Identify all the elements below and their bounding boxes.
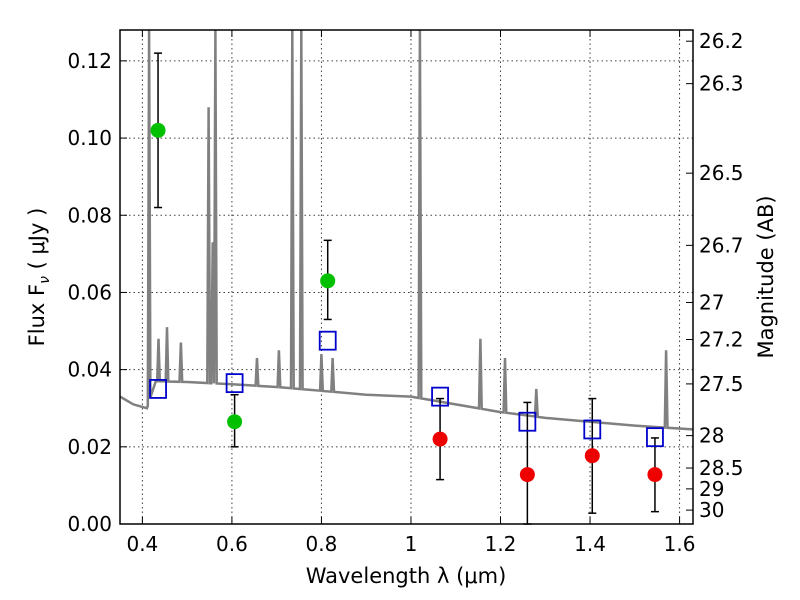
model-flux-marker <box>518 411 537 432</box>
x-tick-label: 1.2 <box>485 532 517 556</box>
y-tick-label: 0.10 <box>67 126 112 150</box>
model-flux-marker <box>318 330 337 351</box>
x-tick-label: 1 <box>405 532 418 556</box>
model-flux-marker <box>225 373 244 394</box>
magnitude-tick-label: 26.7 <box>699 233 744 257</box>
y-axis-label-right: Magnitude (AB) <box>754 195 778 358</box>
y-tick-label: 0.00 <box>67 512 112 536</box>
spectrum-line <box>119 29 694 431</box>
magnitude-tick-label: 27.5 <box>699 372 744 396</box>
data-point <box>320 273 336 289</box>
model-flux-marker <box>646 427 664 448</box>
y-tick-label: 0.12 <box>67 49 112 73</box>
data-points <box>149 52 664 525</box>
magnitude-tick-label: 26.5 <box>699 161 744 185</box>
y-tick-label: 0.06 <box>67 280 112 304</box>
x-tick-label: 1.4 <box>574 532 606 556</box>
magnitude-tick-label: 26.3 <box>699 72 744 96</box>
y-axis-label-main: Flux F <box>25 284 49 346</box>
y-axis-label-unit: ( μJy ) <box>25 208 49 276</box>
magnitude-tick-label: 27 <box>699 290 724 314</box>
magnitude-tick-label: 27.2 <box>699 328 744 352</box>
magnitude-tick-label: 28.5 <box>699 456 744 480</box>
y-tick-label: 0.04 <box>67 358 112 382</box>
x-tick-label: 0.8 <box>306 532 338 556</box>
data-point <box>647 467 663 483</box>
data-point <box>519 467 535 483</box>
model-flux-marker <box>149 379 167 399</box>
axis-ticks: 0.4 0.6 0.8 1 1.2 1.4 1.6 0.00 0.02 0.04 0.06 0.08 0… <box>67 29 743 556</box>
y-tick-label: 0.08 <box>67 203 112 227</box>
data-point <box>227 414 243 430</box>
x-tick-label: 1.6 <box>664 532 696 556</box>
data-point <box>432 431 448 447</box>
grid-lines <box>120 30 693 525</box>
magnitude-tick-label: 26.2 <box>699 29 744 53</box>
x-tick-label: 0.6 <box>216 532 248 556</box>
data-point <box>584 448 600 464</box>
plot-frame <box>119 29 694 525</box>
x-axis-label: Wavelength λ (μm) <box>306 564 507 588</box>
x-tick-label: 0.4 <box>126 532 158 556</box>
magnitude-tick-label: 29 <box>699 477 724 501</box>
y-tick-label: 0.02 <box>67 435 112 459</box>
magnitude-tick-label: 28 <box>699 424 724 448</box>
model-spectrum <box>119 29 694 431</box>
y-axis-label-left: Flux Fν ( μJy ) <box>25 208 53 347</box>
data-point <box>150 122 166 138</box>
model-flux-marker <box>431 386 449 407</box>
y-axis-label-sub: ν <box>37 276 53 284</box>
model-flux-marker <box>583 419 602 440</box>
magnitude-tick-label: 30 <box>699 498 724 522</box>
